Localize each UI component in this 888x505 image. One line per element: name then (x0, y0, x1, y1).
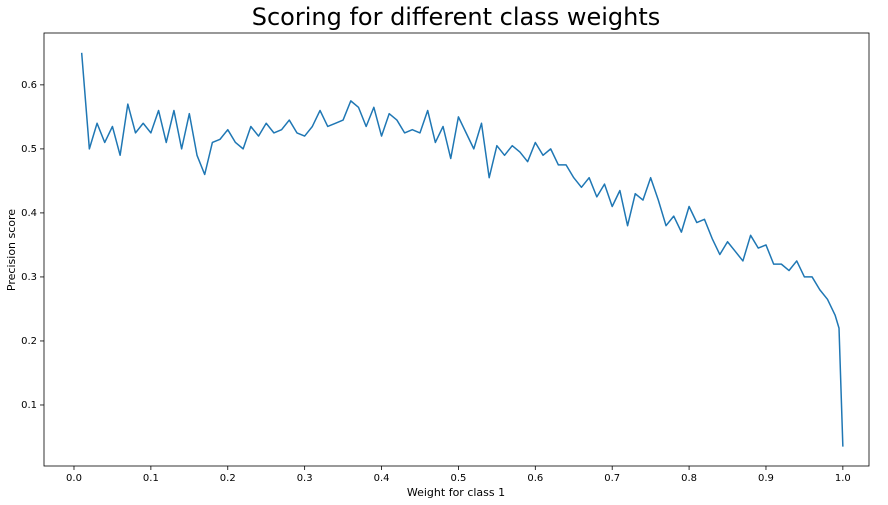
x-tick-label: 0.4 (374, 473, 390, 484)
y-tick-label: 0.3 (21, 272, 37, 283)
x-tick-label: 0.8 (681, 473, 697, 484)
chart-title: Scoring for different class weights (252, 3, 661, 31)
x-tick-label: 1.0 (835, 473, 851, 484)
y-tick-label: 0.6 (21, 80, 37, 91)
x-tick-label: 0.6 (527, 473, 543, 484)
y-tick-label: 0.4 (21, 208, 37, 219)
x-tick-label: 0.5 (450, 473, 466, 484)
x-tick-label: 0.9 (758, 473, 774, 484)
y-axis-label: Precision score (5, 209, 18, 291)
x-tick-label: 0.0 (66, 473, 82, 484)
x-tick-label: 0.2 (220, 473, 236, 484)
x-axis-label: Weight for class 1 (407, 486, 505, 499)
y-tick-label: 0.5 (21, 144, 37, 155)
x-tick-label: 0.7 (604, 473, 620, 484)
x-tick-label: 0.3 (297, 473, 313, 484)
data-line (80, 52, 844, 447)
axes-frame (43, 32, 870, 467)
x-tick-label: 0.1 (143, 473, 159, 484)
y-tick-label: 0.1 (21, 400, 37, 411)
y-tick-label: 0.2 (21, 336, 37, 347)
